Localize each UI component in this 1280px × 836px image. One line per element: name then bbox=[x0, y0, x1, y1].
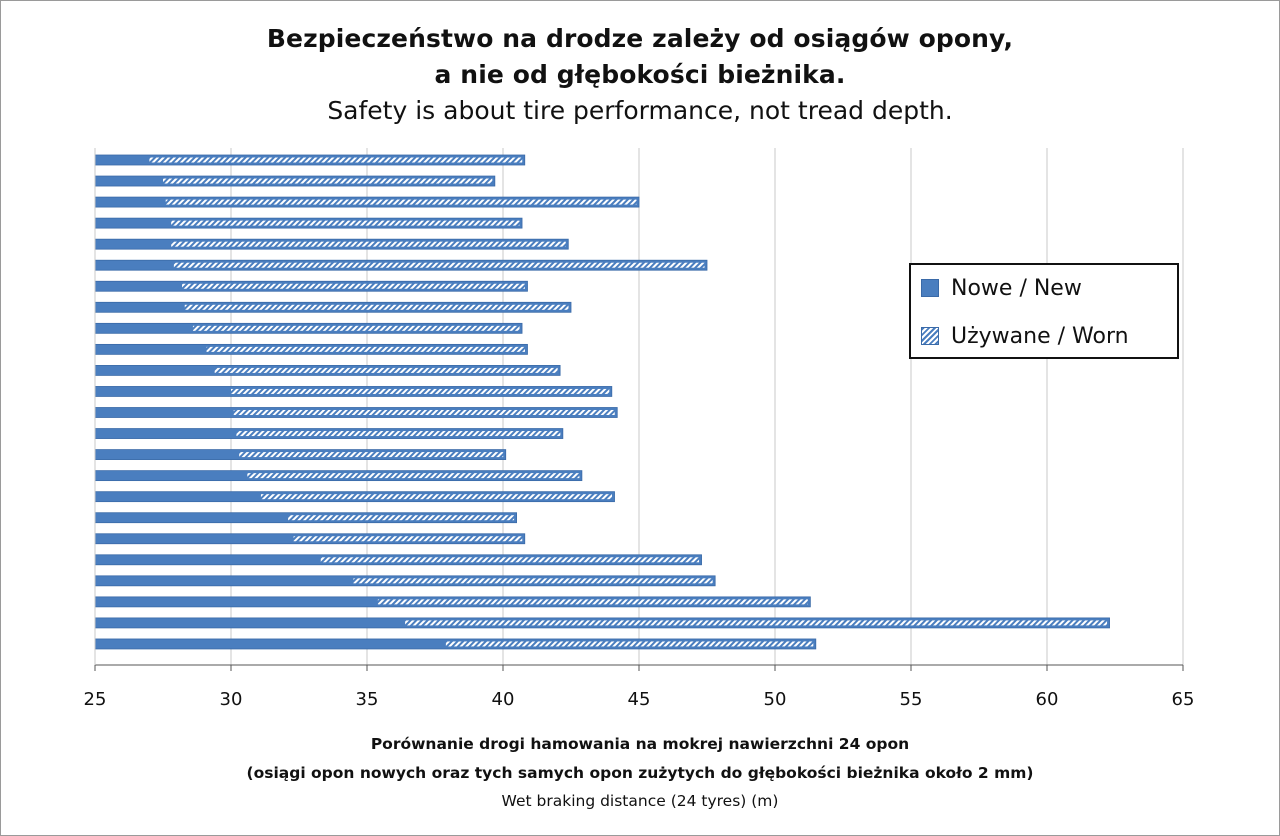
x-tick-label: 45 bbox=[628, 689, 651, 710]
x-tick-label: 50 bbox=[764, 689, 787, 710]
bar-worn bbox=[149, 157, 523, 163]
chart-title-line2: a nie od głębokości bieżnika. bbox=[434, 60, 846, 89]
chart-title-line1: Bezpieczeństwo na drodze zależy od osiąg… bbox=[266, 24, 1014, 53]
bar-worn bbox=[405, 620, 1108, 626]
legend-label-worn: Używane / Worn bbox=[951, 323, 1129, 349]
bar-worn bbox=[231, 388, 610, 394]
x-tick-label: 30 bbox=[220, 689, 243, 710]
bar-worn bbox=[206, 346, 525, 352]
bar-worn bbox=[171, 241, 566, 247]
bar-worn bbox=[260, 494, 613, 500]
bar-worn bbox=[182, 283, 525, 289]
bar-worn bbox=[165, 199, 637, 205]
bars-group bbox=[94, 154, 1110, 650]
x-tick-label: 35 bbox=[356, 689, 379, 710]
bar-worn bbox=[377, 599, 808, 605]
bar-worn bbox=[163, 178, 493, 184]
legend-swatch-new bbox=[921, 279, 939, 297]
bar-worn bbox=[293, 536, 523, 542]
x-axis-title-line1: Porównanie drogi hamowania na mokrej naw… bbox=[370, 735, 910, 753]
bar-worn bbox=[239, 452, 504, 458]
x-axis-title-line2: (osiągi opon nowych oraz tych samych opo… bbox=[246, 764, 1034, 782]
x-axis: 25 30 35 40 45 50 55 60 65 bbox=[84, 148, 1195, 710]
bar-worn bbox=[171, 220, 520, 226]
x-tick-label: 55 bbox=[900, 689, 923, 710]
x-axis-title-line3: Wet braking distance (24 tyres) (m) bbox=[501, 792, 779, 810]
chart-subtitle: Safety is about tire performance, not tr… bbox=[327, 96, 953, 125]
legend-label-new: Nowe / New bbox=[951, 275, 1082, 301]
bar-worn bbox=[247, 473, 580, 479]
legend-item-new: Nowe / New bbox=[921, 273, 1082, 303]
x-tick-label: 65 bbox=[1172, 689, 1195, 710]
legend: Nowe / New Używane / Worn bbox=[909, 263, 1179, 359]
bar-worn bbox=[192, 325, 520, 331]
x-tick-label: 60 bbox=[1036, 689, 1059, 710]
x-tick-label: 25 bbox=[84, 689, 107, 710]
bar-worn bbox=[288, 515, 515, 521]
legend-swatch-worn bbox=[921, 327, 939, 345]
bar-worn bbox=[353, 578, 713, 584]
x-tick-label: 40 bbox=[492, 689, 515, 710]
bar-worn bbox=[184, 304, 569, 310]
bar-worn bbox=[173, 262, 705, 268]
legend-item-worn: Używane / Worn bbox=[921, 321, 1129, 351]
bar-worn bbox=[445, 641, 814, 647]
bar-worn bbox=[233, 410, 615, 415]
bar-worn bbox=[320, 557, 700, 563]
bar-worn bbox=[236, 431, 561, 437]
bar-worn bbox=[214, 367, 558, 373]
